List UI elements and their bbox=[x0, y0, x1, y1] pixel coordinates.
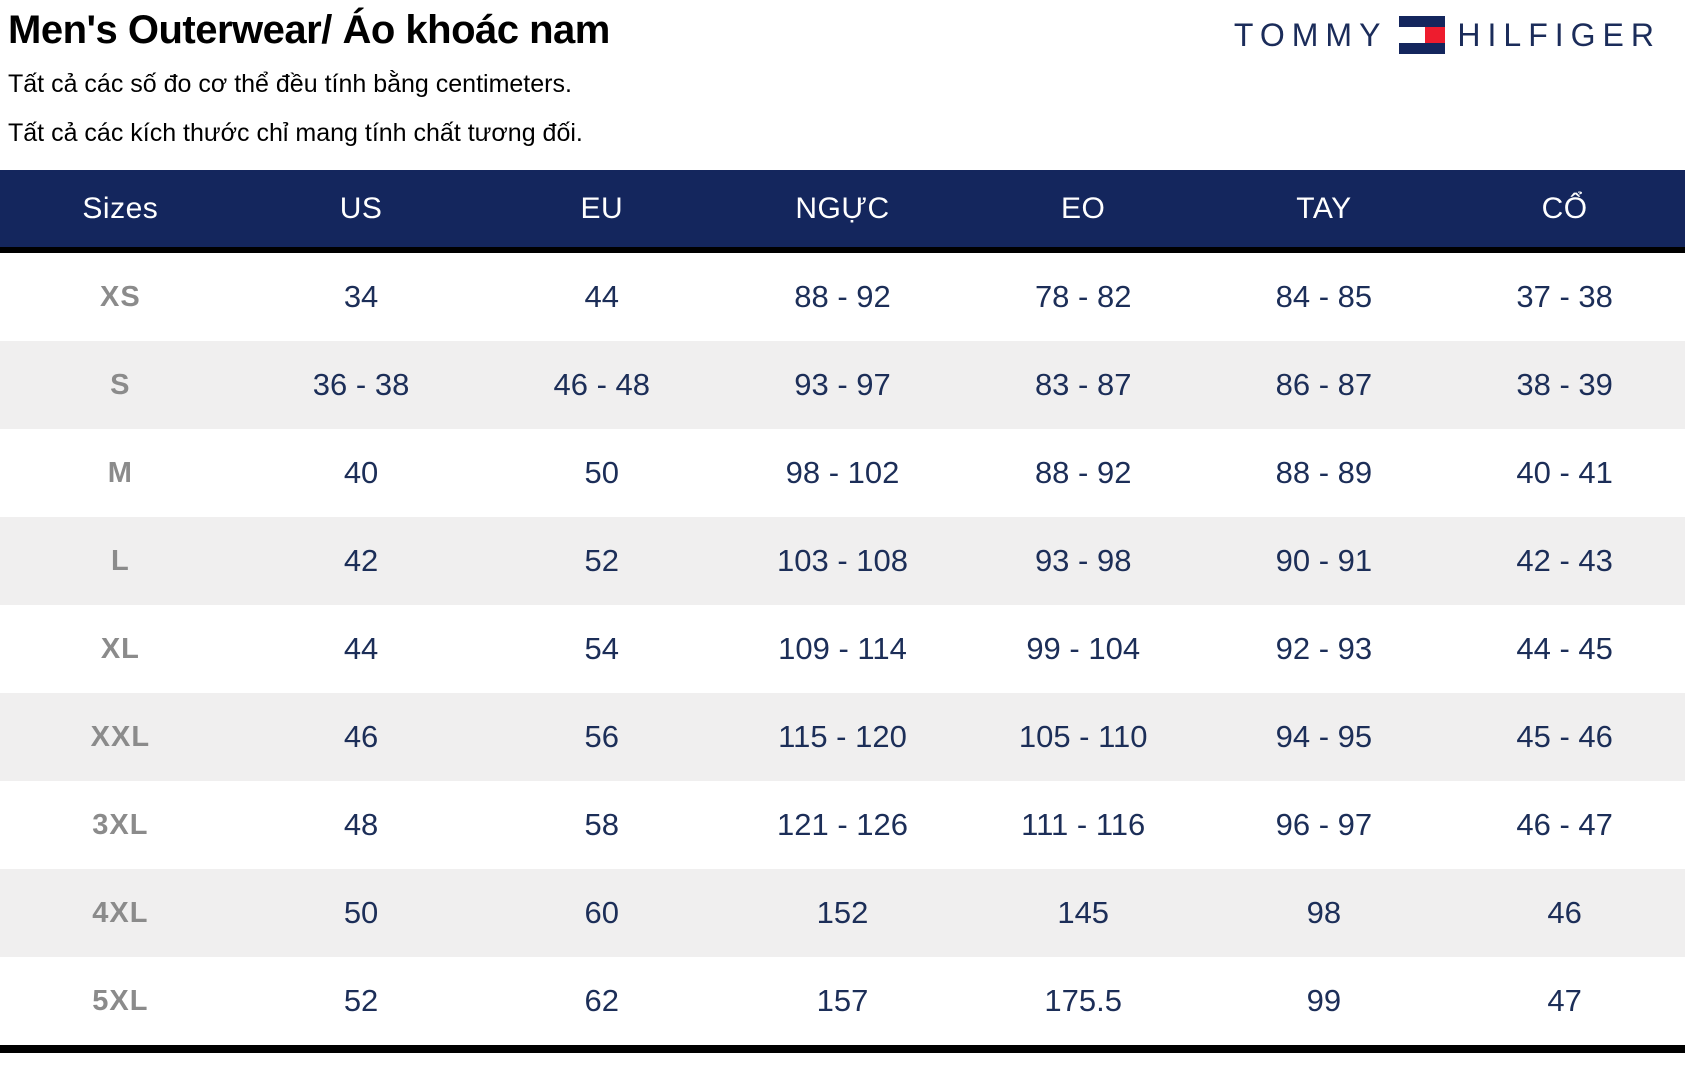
flag-top-stripe bbox=[1399, 16, 1446, 27]
tommy-hilfiger-logo: TOMMY HILFIGER bbox=[1234, 16, 1661, 54]
header-cell-3: NGỰC bbox=[795, 191, 890, 225]
measurement-value: 78 - 82 bbox=[1034, 279, 1132, 314]
measurement-value: 60 bbox=[584, 895, 620, 930]
size-label: XL bbox=[100, 632, 140, 665]
measurement-value: 99 - 104 bbox=[1026, 631, 1141, 666]
measurement-value: 48 bbox=[343, 807, 379, 842]
size-label: XXL bbox=[90, 720, 151, 753]
page-title: Men's Outerwear/ Áo khoác nam bbox=[8, 8, 610, 52]
measurement-value: 84 - 85 bbox=[1275, 279, 1373, 314]
measurement-value: 44 bbox=[584, 279, 620, 314]
brand-word-tommy: TOMMY bbox=[1233, 16, 1388, 53]
size-label: XS bbox=[100, 280, 141, 313]
header-cell-1: US bbox=[339, 191, 383, 225]
measurement-value: 45 - 46 bbox=[1516, 719, 1613, 754]
measurement-value: 40 - 41 bbox=[1516, 455, 1613, 490]
measurement-value: 86 - 87 bbox=[1275, 367, 1373, 402]
measurement-value: 175.5 bbox=[1044, 983, 1122, 1018]
measurement-value: 96 - 97 bbox=[1275, 807, 1373, 842]
table-row-m: M 40 50 98 - 102 88 - 92 88 - 89 40 - 41 bbox=[0, 429, 1685, 517]
table-header-row: Sizes US EU NGỰC EO TAY CỔ bbox=[0, 170, 1685, 253]
measurement-value: 98 - 102 bbox=[785, 455, 900, 490]
brand-word-hilfiger: HILFIGER bbox=[1457, 16, 1661, 53]
measurement-value: 42 bbox=[343, 543, 379, 578]
table-body: XS 34 44 88 - 92 78 - 82 84 - 85 37 - 38 S 36 - … bbox=[0, 253, 1685, 1045]
table-row-xl: XL 44 54 109 - 114 99 - 104 92 - 93 44 - 45 bbox=[0, 605, 1685, 693]
measurement-value: 52 bbox=[343, 983, 379, 1018]
size-label: L bbox=[110, 544, 130, 577]
measurement-value: 92 - 93 bbox=[1275, 631, 1373, 666]
flag-bottom-stripe bbox=[1399, 43, 1446, 54]
measurement-value: 54 bbox=[584, 631, 620, 666]
measurement-value: 94 - 95 bbox=[1275, 719, 1373, 754]
flag-middle-band bbox=[1399, 27, 1446, 43]
note-sizes-relative: Tất cả các kích thước chỉ mang tính chất… bbox=[8, 119, 583, 147]
measurement-value: 46 - 48 bbox=[553, 367, 651, 402]
table-row-5xl: 5XL 52 62 157 175.5 99 47 bbox=[0, 957, 1685, 1045]
measurement-value: 88 - 92 bbox=[794, 279, 891, 314]
table-row-xxl: XXL 46 56 115 - 120 105 - 110 94 - 95 45 - 46 bbox=[0, 693, 1685, 781]
measurement-value: 56 bbox=[584, 719, 620, 754]
measurement-value: 38 - 39 bbox=[1516, 367, 1613, 402]
table-row-xs: XS 34 44 88 - 92 78 - 82 84 - 85 37 - 38 bbox=[0, 253, 1685, 341]
size-label: M bbox=[107, 456, 133, 489]
header-cell-6: CỔ bbox=[1541, 191, 1588, 225]
measurement-value: 44 - 45 bbox=[1516, 631, 1613, 666]
flag-white-field bbox=[1399, 27, 1425, 43]
measurement-value: 109 - 114 bbox=[778, 631, 907, 666]
measurement-value: 93 - 98 bbox=[1034, 543, 1132, 578]
size-label: 3XL bbox=[92, 808, 149, 841]
header-cell-4: EO bbox=[1061, 191, 1106, 225]
measurement-value: 34 bbox=[343, 279, 379, 314]
measurement-value: 50 bbox=[584, 455, 620, 490]
table-row-3xl: 3XL 48 58 121 - 126 111 - 116 96 - 97 46 - 47 bbox=[0, 781, 1685, 869]
measurement-value: 121 - 126 bbox=[776, 807, 908, 842]
measurement-value: 44 bbox=[343, 631, 379, 666]
measurement-value: 46 bbox=[1547, 895, 1582, 930]
table-row-s: S 36 - 38 46 - 48 93 - 97 83 - 87 86 - 87 38 -… bbox=[0, 341, 1685, 429]
size-label: 5XL bbox=[92, 984, 149, 1017]
flag-red-field bbox=[1424, 27, 1446, 43]
measurement-value: 37 - 38 bbox=[1516, 279, 1613, 314]
size-label: 4XL bbox=[92, 896, 149, 929]
header-cell-5: TAY bbox=[1296, 191, 1352, 225]
measurement-value: 98 bbox=[1306, 895, 1342, 930]
size-label: S bbox=[110, 368, 131, 401]
measurement-value: 42 - 43 bbox=[1516, 543, 1613, 578]
measurement-value: 103 - 108 bbox=[776, 543, 908, 578]
measurement-value: 62 bbox=[584, 983, 620, 1018]
measurement-value: 58 bbox=[584, 807, 620, 842]
measurement-value: 83 - 87 bbox=[1034, 367, 1132, 402]
measurement-value: 115 - 120 bbox=[778, 719, 907, 754]
header-cell-0: Sizes bbox=[82, 191, 159, 225]
measurement-value: 46 bbox=[343, 719, 379, 754]
measurement-value: 88 - 92 bbox=[1034, 455, 1132, 490]
size-table: Sizes US EU NGỰC EO TAY CỔ XS 34 44 88 - 92 78 - 8… bbox=[0, 170, 1685, 1053]
measurement-value: 145 bbox=[1057, 895, 1110, 930]
measurement-value: 50 bbox=[343, 895, 379, 930]
measurement-value: 52 bbox=[584, 543, 620, 578]
measurement-value: 90 - 91 bbox=[1275, 543, 1373, 578]
measurement-value: 36 - 38 bbox=[312, 367, 410, 402]
measurement-value: 88 - 89 bbox=[1275, 455, 1373, 490]
measurement-value: 93 - 97 bbox=[794, 367, 891, 402]
tommy-flag-icon bbox=[1399, 16, 1446, 54]
measurement-value: 111 - 116 bbox=[1021, 807, 1146, 842]
measurement-value: 46 - 47 bbox=[1516, 807, 1613, 842]
note-measurements-unit: Tất cả các số đo cơ thể đều tính bằng ce… bbox=[8, 70, 572, 98]
measurement-value: 105 - 110 bbox=[1018, 719, 1148, 754]
measurement-value: 99 bbox=[1306, 983, 1342, 1018]
table-row-4xl: 4XL 50 60 152 145 98 46 bbox=[0, 869, 1685, 957]
measurement-value: 40 bbox=[343, 455, 379, 490]
measurement-value: 157 bbox=[816, 983, 869, 1018]
header-cell-2: EU bbox=[580, 191, 624, 225]
table-row-l: L 42 52 103 - 108 93 - 98 90 - 91 42 - 43 bbox=[0, 517, 1685, 605]
measurement-value: 152 bbox=[816, 895, 869, 930]
measurement-value: 47 bbox=[1547, 983, 1582, 1018]
